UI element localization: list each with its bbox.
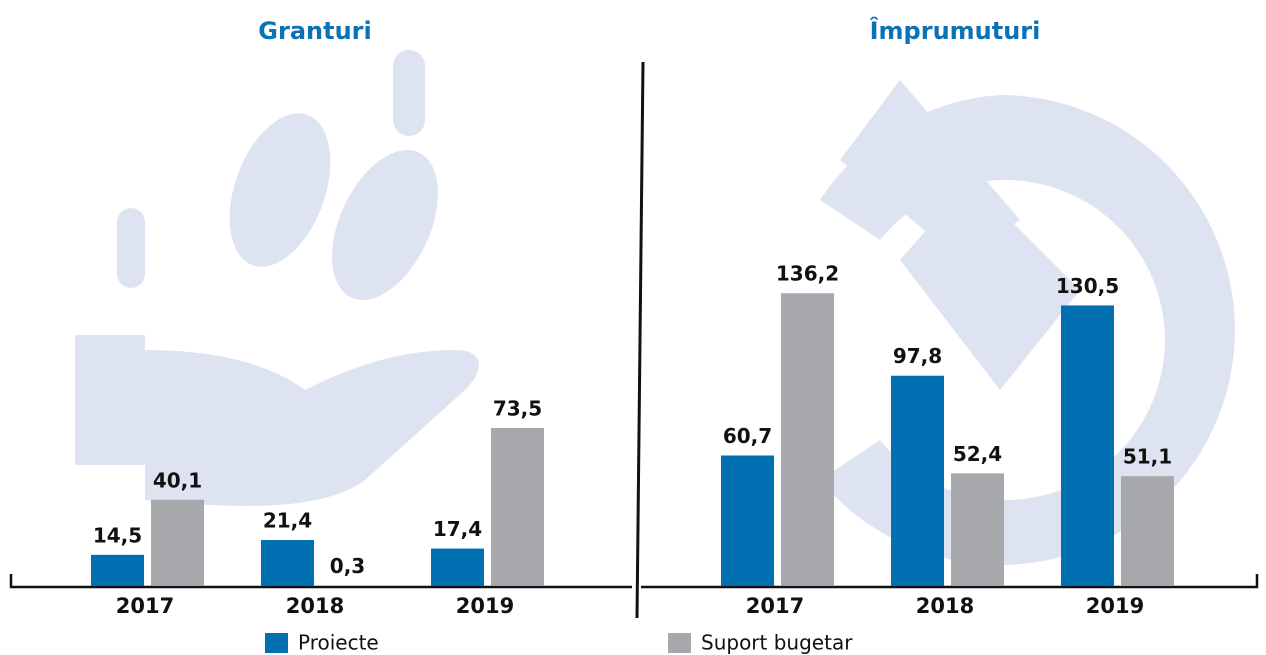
bar <box>781 293 834 586</box>
value-label: 40,1 <box>153 468 202 492</box>
bar <box>891 375 944 586</box>
bar <box>261 539 314 586</box>
bar <box>1061 305 1114 586</box>
value-label: 130,5 <box>1056 274 1119 298</box>
bar <box>91 554 144 586</box>
value-label: 21,4 <box>263 508 312 532</box>
legend-swatch <box>668 633 691 653</box>
background-icons <box>75 50 1235 565</box>
panel-title: Împrumuturi <box>870 16 1041 45</box>
value-label: 17,4 <box>433 517 482 541</box>
x-tick-label: 2018 <box>286 594 344 618</box>
baseline <box>9 574 632 589</box>
bar <box>321 585 374 586</box>
bar <box>951 473 1004 586</box>
bar <box>1121 476 1174 586</box>
value-label: 0,3 <box>330 554 365 578</box>
panel-title: Granturi <box>258 17 371 45</box>
x-tick-label: 2018 <box>916 594 974 618</box>
x-tick-label: 2019 <box>456 594 514 618</box>
value-label: 97,8 <box>893 344 942 368</box>
value-label: 51,1 <box>1123 445 1172 469</box>
divider <box>635 61 645 619</box>
x-tick-label: 2017 <box>116 594 174 618</box>
bar <box>151 499 204 586</box>
legend-swatch <box>265 633 288 653</box>
baseline <box>641 574 1259 589</box>
value-label: 52,4 <box>953 442 1002 466</box>
x-tick-label: 2017 <box>746 594 804 618</box>
bar <box>431 548 484 586</box>
value-label: 60,7 <box>723 424 772 448</box>
value-label: 14,5 <box>93 523 142 547</box>
value-label: 73,5 <box>493 396 542 420</box>
x-tick-label: 2019 <box>1086 594 1144 618</box>
bar <box>721 455 774 586</box>
value-label: 136,2 <box>776 262 839 286</box>
legend-label: Suport bugetar <box>701 631 853 655</box>
legend-label: Proiecte <box>298 631 379 655</box>
bar <box>491 427 544 586</box>
